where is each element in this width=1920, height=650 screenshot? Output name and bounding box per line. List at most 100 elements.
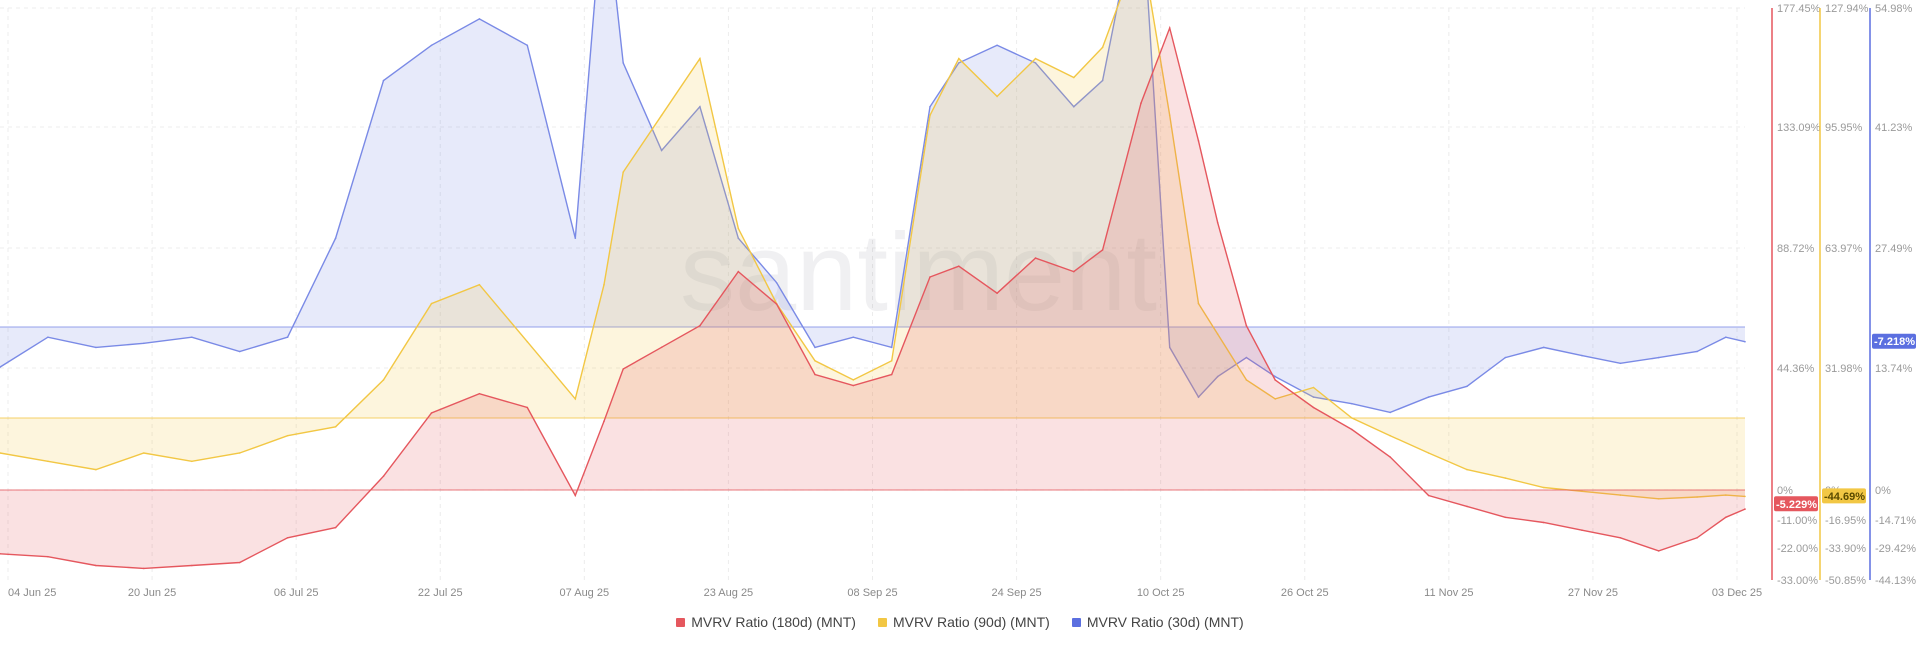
legend-label-180d: MVRV Ratio (180d) (MNT) (691, 614, 856, 630)
legend-swatch-180d (676, 617, 686, 627)
data-point-90d (1619, 494, 1622, 496)
data-point-30d (382, 79, 385, 82)
y-tick-label-90d: 63.97% (1825, 243, 1863, 255)
data-point-180d (1427, 494, 1430, 497)
data-point-30d (1657, 356, 1660, 359)
data-point-30d (1427, 396, 1430, 398)
y-tick-label-180d: 44.36% (1777, 363, 1815, 375)
y-tick-label-30d: 41.23% (1875, 122, 1913, 134)
data-point-90d (143, 452, 145, 454)
y-axis-90d: 127.94%95.95%63.97%31.98%0%-16.95%-33.90… (1819, 3, 1869, 587)
data-point-30d (1101, 79, 1104, 82)
data-point-180d (603, 420, 605, 423)
data-point-30d (1725, 336, 1727, 339)
data-point-180d (1542, 521, 1545, 524)
x-tick-label: 27 Nov 25 (1568, 587, 1618, 599)
data-point-30d (1389, 411, 1391, 414)
data-point-30d (1312, 396, 1315, 398)
data-point-90d (737, 227, 740, 230)
data-point-180d (1216, 221, 1219, 224)
data-point-30d (699, 105, 701, 108)
x-tick-label: 10 Oct 25 (1137, 587, 1185, 599)
x-tick-label: 11 Nov 25 (1424, 587, 1473, 599)
data-point-90d (1427, 452, 1430, 454)
y-tick-label-30d: 13.74% (1875, 363, 1913, 375)
data-point-30d (1542, 346, 1545, 349)
data-point-180d (1274, 379, 1276, 381)
data-point-180d (1744, 508, 1746, 510)
y-tick-label-30d: -44.13% (1875, 575, 1916, 587)
data-point-90d (0, 452, 1, 454)
data-point-180d (1619, 537, 1622, 539)
data-point-30d (1245, 356, 1248, 359)
data-point-90d (1696, 496, 1698, 498)
data-point-30d (929, 105, 931, 108)
data-point-90d (238, 452, 241, 454)
data-point-90d (1245, 379, 1248, 381)
data-point-180d (1073, 270, 1075, 273)
data-point-180d (334, 526, 337, 529)
data-point-90d (622, 171, 624, 173)
data-point-30d (1619, 362, 1622, 365)
data-point-90d (929, 114, 931, 117)
x-tick-label: 08 Sep 25 (847, 587, 897, 599)
data-point-90d (191, 460, 193, 463)
y-tick-label-30d: 54.98% (1875, 3, 1913, 15)
current-value-badge-90d (1822, 488, 1866, 504)
legend-swatch-30d (1071, 617, 1081, 627)
x-tick-label: 24 Sep 25 (992, 587, 1042, 599)
data-point-180d (1351, 428, 1353, 431)
y-tick-label-30d: 0% (1875, 485, 1891, 497)
data-point-30d (852, 336, 855, 339)
series-area-30d (0, 0, 1745, 413)
data-point-30d (737, 237, 740, 239)
data-point-180d (574, 494, 577, 497)
data-point-90d (526, 340, 529, 343)
data-point-90d (660, 114, 663, 117)
data-point-90d (1312, 386, 1315, 389)
data-point-180d (660, 346, 663, 349)
data-point-90d (1073, 76, 1075, 79)
data-point-180d (430, 412, 433, 414)
data-point-180d (95, 564, 97, 567)
data-point-30d (238, 350, 241, 353)
y-tick-label-180d: -22.00% (1777, 543, 1818, 555)
data-point-30d (1744, 340, 1746, 343)
data-point-180d (526, 406, 529, 409)
data-point-90d (1466, 468, 1468, 471)
y-tick-label-90d: 127.94% (1825, 3, 1869, 15)
data-point-90d (334, 426, 337, 428)
y-axis-180d: 177.45% 133.09% 88.72% 44.36% 0% -11.00% -22.0… (1771, 3, 1821, 587)
series-90d (0, 0, 1746, 500)
data-point-180d (0, 553, 1, 555)
y-tick-label-180d: -11.00% (1777, 515, 1817, 527)
y-tick-label-90d: 31.98% (1825, 363, 1863, 375)
data-point-180d (143, 567, 145, 570)
data-point-30d (1168, 346, 1171, 349)
data-point-180d (1140, 102, 1142, 104)
legend-item-30d[interactable]: MVRV Ratio (30d) (MNT) (1071, 614, 1244, 630)
data-point-180d (1657, 550, 1660, 552)
y-tick-label-90d: 95.95% (1825, 122, 1863, 134)
data-point-30d (1466, 385, 1468, 388)
data-point-30d (47, 336, 49, 339)
y-tick-label-90d: -50.85% (1825, 575, 1866, 587)
data-point-30d (1351, 402, 1353, 405)
legend: MVRV Ratio (180d) (MNT) MVRV Ratio (90d)… (0, 614, 1920, 630)
series-areas (0, 0, 1746, 570)
legend-item-180d[interactable]: MVRV Ratio (180d) (MNT) (676, 614, 856, 630)
y-axes: 177.45% 133.09% 88.72% 44.36% 0% -11.00% -22.0… (1771, 3, 1916, 587)
data-point-180d (996, 292, 998, 295)
data-point-90d (1504, 477, 1507, 479)
data-point-30d (814, 346, 816, 349)
data-point-180d (1725, 516, 1727, 519)
y-tick-label-30d: -14.71% (1875, 515, 1916, 527)
x-tick-label: 20 Jun 25 (128, 587, 176, 599)
data-point-90d (1274, 398, 1276, 400)
series-area-180d (0, 28, 1745, 569)
x-tick-label: 06 Jul 25 (274, 587, 319, 599)
data-point-30d (286, 336, 289, 339)
data-point-30d (1073, 105, 1075, 108)
legend-item-90d[interactable]: MVRV Ratio (90d) (MNT) (877, 614, 1050, 630)
data-point-180d (382, 475, 385, 478)
